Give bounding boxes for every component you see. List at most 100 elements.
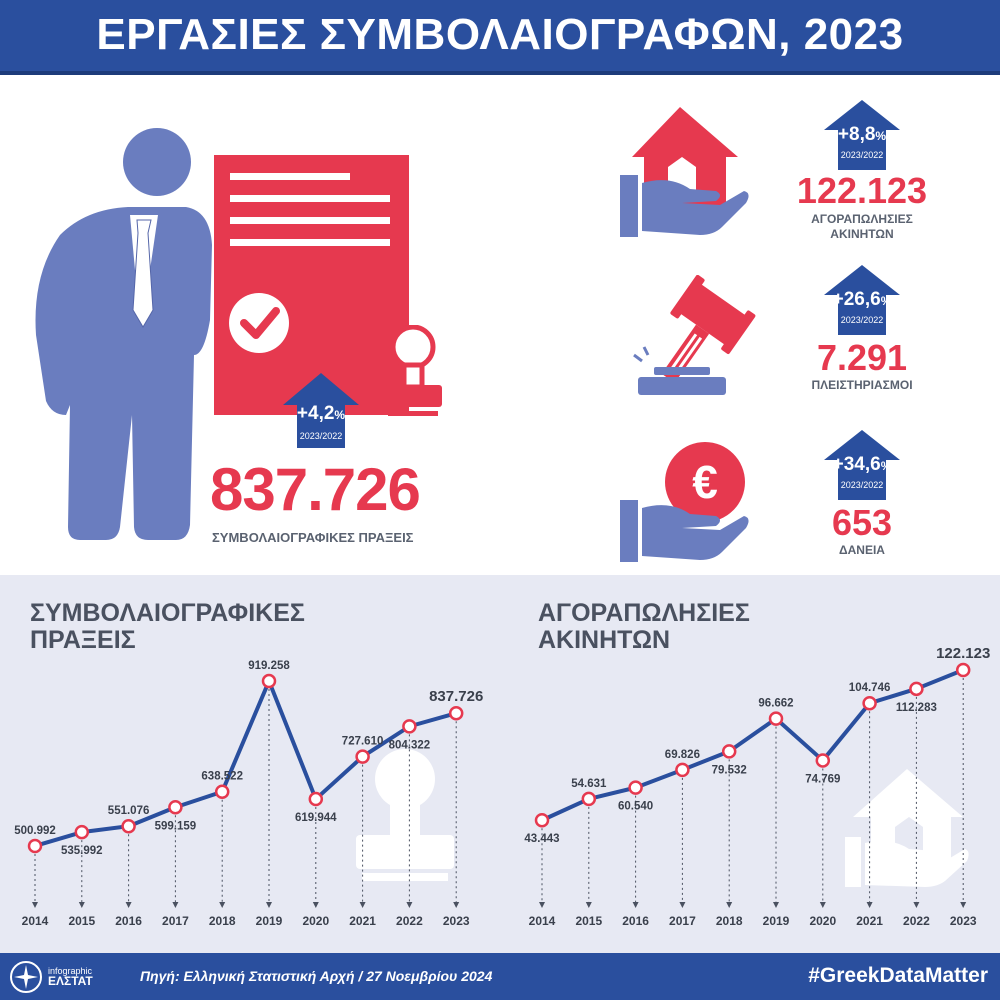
side-stat-2-value: 653 [831, 502, 893, 543]
footer-bar: infographic ΕΛΣΤΑΤ Πηγή: Ελληνική Στατιστ… [0, 953, 1000, 1000]
side-stat-0-label: ΑΓΟΡΑΠΩΛΗΣΙΕΣ ΑΚΙΝΗΤΩΝ [811, 212, 913, 241]
main-change-value: +4,2% [296, 403, 346, 424]
side-stat-2-change: +34,6% [832, 454, 892, 475]
data-label: 619.944 [295, 812, 337, 824]
header-bar: ΕΡΓΑΣΙΕΣ ΣΥΜΒΟΛΑΙΟΓΡΑΦΩΝ, 2023 [0, 0, 1000, 75]
drop-arrow [266, 902, 272, 908]
chart-1-title: ΣΥΜΒΟΛΑΙΟΓΡΑΦΙΚΕΣ ΠΡΑΞΕΙΣ [30, 599, 305, 654]
chart-1-svg: 2014 2015 2016 2017 2018 2019 2020 2021 2022 2023… [14, 660, 483, 928]
side-stat-0-change: +8,8% [837, 124, 887, 145]
year-tick-label: 2014 [22, 914, 49, 928]
chart-2-svg: 2014 2015 2016 2017 2018 2019 2020 2021 2022 2023… [524, 645, 990, 928]
data-label: 122.123 [936, 645, 990, 662]
drop-arrow [819, 902, 826, 908]
data-point [862, 695, 877, 711]
drop-arrow [585, 902, 592, 908]
side-stat-2-badge: +34,6% 2023/2022 [824, 430, 900, 500]
side-stat-1-badge: +26,6% 2023/2022 [824, 265, 900, 335]
data-label: 919.258 [248, 660, 290, 672]
data-point [74, 824, 90, 840]
data-label: 112.283 [896, 702, 937, 714]
drop-arrow [773, 902, 779, 908]
side-stat-1-change: +26,6% [832, 289, 892, 310]
main-change-badge: +4,2% 2023/2022 [283, 373, 359, 448]
data-label: 727.610 [342, 736, 384, 748]
year-tick-label: 2019 [763, 914, 790, 928]
chart-2-title: ΑΓΟΡΑΠΩΛΗΣΙΕΣ ΑΚΙΝΗΤΩΝ [538, 599, 750, 654]
auction-gavel-icon [633, 275, 756, 395]
data-label: 74.769 [805, 773, 840, 785]
up-arrow-icon [824, 100, 900, 170]
data-point [909, 681, 924, 697]
side-stat-0-period: 2023/2022 [840, 150, 884, 160]
drop-arrow [32, 902, 38, 908]
data-point [261, 673, 277, 689]
year-tick-label: 2023 [443, 914, 470, 928]
charts-section [0, 575, 1000, 953]
year-tick-label: 2019 [256, 914, 283, 928]
data-label: 551.076 [108, 805, 150, 817]
up-arrow-icon [824, 265, 900, 335]
series-line [34, 679, 457, 848]
year-tick-label: 2015 [68, 914, 95, 928]
stamp-watermark-icon [356, 749, 454, 881]
year-tick-label: 2015 [575, 914, 602, 928]
data-label: 500.992 [14, 825, 56, 837]
year-tick-label: 2016 [115, 914, 142, 928]
data-label: 54.631 [571, 778, 607, 790]
data-point [214, 784, 230, 799]
side-stat-0-value: 122.123 [796, 170, 928, 211]
year-tick-label: 2020 [809, 914, 836, 928]
svg-text:€: € [692, 456, 718, 508]
data-point [581, 791, 597, 807]
data-point [121, 818, 136, 834]
drop-arrow [125, 902, 132, 908]
data-label: 60.540 [618, 801, 653, 813]
page-title: ΕΡΓΑΣΙΕΣ ΣΥΜΒΟΛΑΙΟΓΡΑΦΩΝ, 2023 [96, 10, 904, 59]
drop-arrow [172, 902, 179, 908]
side-stat-1-label: ΠΛΕΙΣΤΗΡΙΑΣΜΟΙ [811, 378, 913, 392]
footer-hashtag[interactable]: #GreekDataMatter [808, 964, 988, 987]
year-tick-label: 2021 [349, 914, 376, 928]
year-tick-label: 2022 [396, 914, 423, 928]
drop-arrow [960, 902, 967, 908]
data-point [534, 812, 550, 828]
drop-arrow [539, 902, 545, 908]
side-stat-2-label: ΔΑΝΕΙΑ [839, 543, 885, 557]
up-arrow-icon [283, 373, 359, 448]
stamp-icon [384, 325, 442, 416]
document-check-icon [214, 155, 409, 415]
data-point [168, 800, 183, 815]
year-tick-label: 2020 [302, 914, 329, 928]
side-stat-1-value: 7.291 [816, 337, 908, 378]
data-point [355, 749, 370, 764]
drop-arrow [78, 902, 85, 908]
businessman-icon [35, 128, 212, 540]
side-stat-0-badge: +8,8% 2023/2022 [824, 100, 900, 170]
data-point [815, 753, 831, 768]
side-stat-2-period: 2023/2022 [840, 480, 884, 490]
year-tick-label: 2017 [162, 914, 189, 928]
drop-arrow [866, 902, 873, 908]
data-point [721, 744, 737, 759]
main-value: 837.726 [210, 456, 421, 523]
drop-arrow [406, 902, 413, 908]
drop-arrow [312, 902, 319, 908]
up-arrow-icon [824, 430, 900, 500]
footer-logo-text: infographic ΕΛΣΤΑΤ [48, 966, 93, 988]
data-point [27, 838, 43, 854]
euro-in-hand-icon: € [620, 442, 749, 562]
year-tick-label: 2023 [950, 914, 977, 928]
year-tick-label: 2016 [622, 914, 649, 928]
data-point [448, 705, 464, 721]
data-point [628, 780, 643, 795]
data-point [955, 662, 971, 678]
data-label: 79.532 [712, 764, 747, 776]
drop-arrow [679, 902, 686, 908]
year-tick-label: 2017 [669, 914, 696, 928]
house-in-hand-icon [620, 107, 749, 237]
data-label: 638.522 [201, 771, 243, 783]
data-label: 96.662 [758, 698, 793, 710]
main-change-period: 2023/2022 [299, 431, 343, 441]
main-label: ΣΥΜΒΟΛΑΙΟΓΡΑΦΙΚΕΣ ΠΡΑΞΕΙΣ [212, 530, 414, 545]
